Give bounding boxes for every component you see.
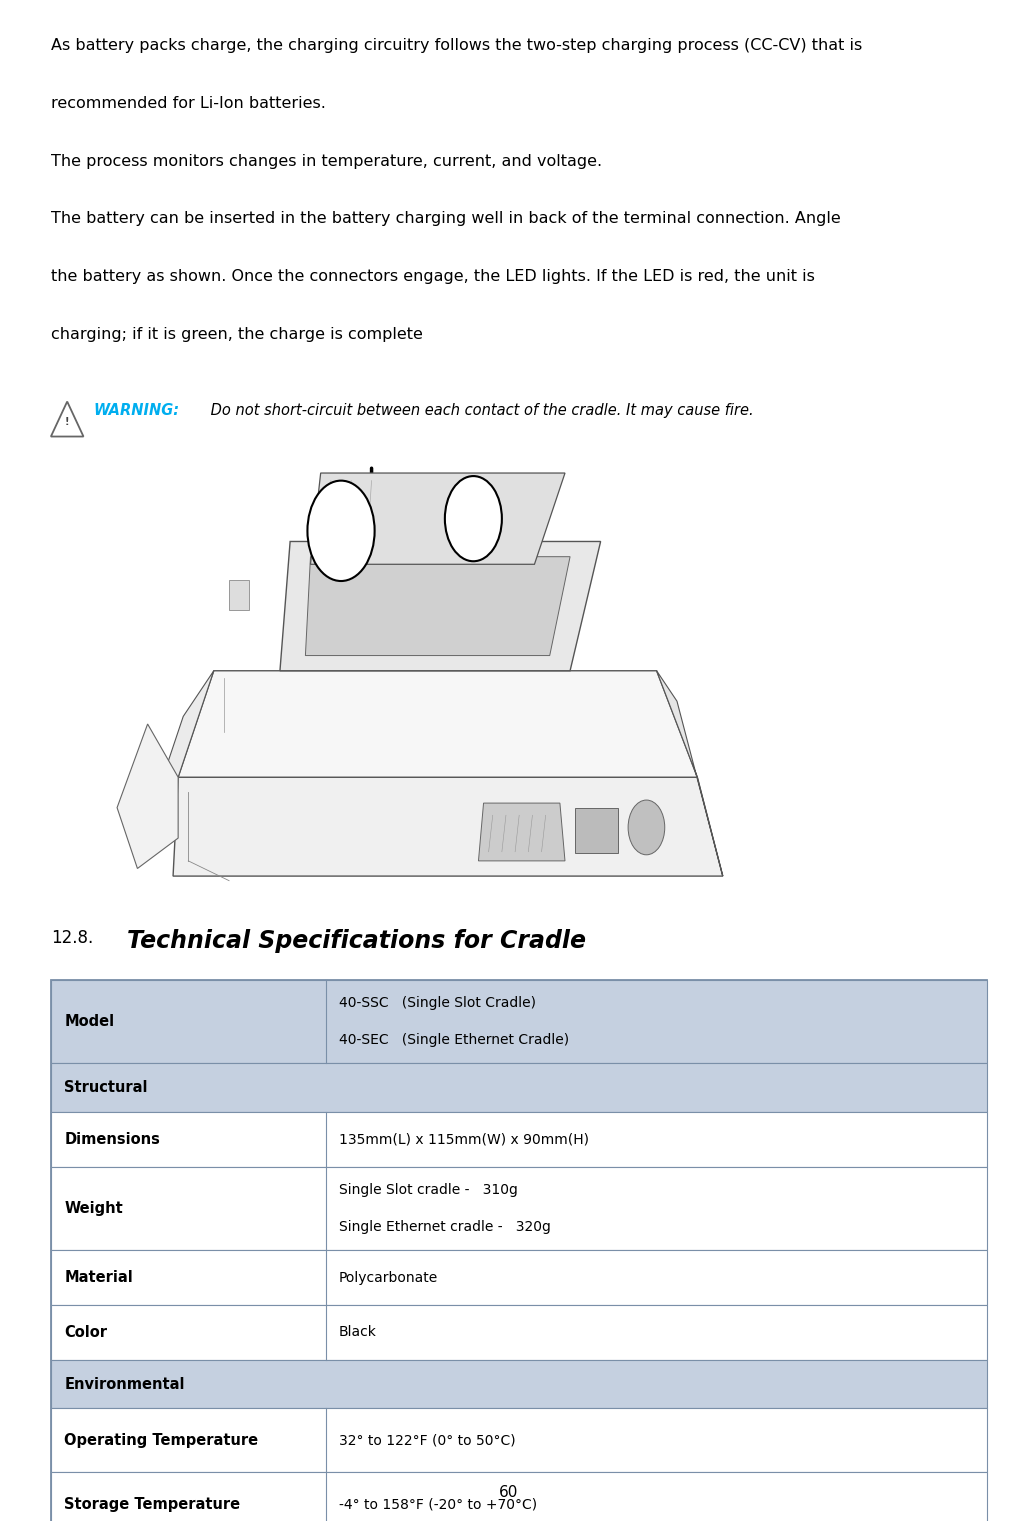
FancyBboxPatch shape: [51, 1167, 987, 1250]
Text: Color: Color: [64, 1325, 107, 1340]
Polygon shape: [478, 803, 565, 861]
Polygon shape: [229, 580, 249, 610]
Text: Weight: Weight: [64, 1202, 123, 1215]
Polygon shape: [305, 557, 570, 656]
FancyBboxPatch shape: [51, 1360, 987, 1408]
Text: Environmental: Environmental: [64, 1377, 184, 1392]
Circle shape: [307, 481, 375, 581]
FancyBboxPatch shape: [51, 980, 987, 1521]
Text: The process monitors changes in temperature, current, and voltage.: The process monitors changes in temperat…: [51, 154, 602, 169]
FancyBboxPatch shape: [51, 1112, 987, 1167]
Polygon shape: [173, 777, 723, 876]
Text: 40-SEC   (Single Ethernet Cradle): 40-SEC (Single Ethernet Cradle): [339, 1033, 569, 1046]
Text: 2: 2: [336, 523, 346, 538]
Text: Single Slot cradle -   310g: Single Slot cradle - 310g: [339, 1183, 518, 1197]
Polygon shape: [310, 473, 565, 564]
Text: WARNING:: WARNING:: [94, 403, 180, 418]
Text: Storage Temperature: Storage Temperature: [64, 1497, 240, 1512]
Text: !: !: [65, 417, 69, 427]
Text: Structural: Structural: [64, 1080, 148, 1095]
Text: Do not short-circuit between each contact of the cradle. It may cause fire.: Do not short-circuit between each contac…: [206, 403, 753, 418]
Text: Black: Black: [339, 1325, 377, 1340]
Circle shape: [445, 476, 502, 561]
Text: 135mm(L) x 115mm(W) x 90mm(H): 135mm(L) x 115mm(W) x 90mm(H): [339, 1132, 589, 1147]
Polygon shape: [178, 671, 697, 777]
Text: Operating Temperature: Operating Temperature: [64, 1433, 259, 1448]
Text: recommended for Li-Ion batteries.: recommended for Li-Ion batteries.: [51, 96, 326, 111]
FancyBboxPatch shape: [51, 980, 987, 1063]
FancyBboxPatch shape: [51, 1472, 987, 1521]
Text: Technical Specifications for Cradle: Technical Specifications for Cradle: [127, 929, 586, 954]
Text: As battery packs charge, the charging circuitry follows the two-step charging pr: As battery packs charge, the charging ci…: [51, 38, 862, 53]
Polygon shape: [280, 541, 601, 671]
Text: charging; if it is green, the charge is complete: charging; if it is green, the charge is …: [51, 327, 422, 342]
Text: Dimensions: Dimensions: [64, 1132, 160, 1147]
Text: 32° to 122°F (0° to 50°C): 32° to 122°F (0° to 50°C): [339, 1433, 516, 1448]
Text: The battery can be inserted in the battery charging well in back of the terminal: The battery can be inserted in the batte…: [51, 211, 841, 227]
Text: 1: 1: [469, 511, 477, 526]
Text: Single Ethernet cradle -   320g: Single Ethernet cradle - 320g: [339, 1220, 551, 1234]
FancyBboxPatch shape: [51, 1408, 987, 1472]
FancyBboxPatch shape: [51, 1250, 987, 1305]
Text: Polycarbonate: Polycarbonate: [339, 1270, 438, 1285]
Polygon shape: [148, 671, 214, 823]
Text: the battery as shown. Once the connectors engage, the LED lights. If the LED is : the battery as shown. Once the connector…: [51, 269, 814, 284]
Text: Material: Material: [64, 1270, 133, 1285]
FancyBboxPatch shape: [51, 1063, 987, 1112]
Text: -4° to 158°F (-20° to +70°C): -4° to 158°F (-20° to +70°C): [339, 1497, 538, 1512]
Polygon shape: [657, 671, 723, 876]
Text: 12.8.: 12.8.: [51, 929, 94, 948]
Text: 60: 60: [499, 1484, 519, 1500]
Polygon shape: [575, 808, 618, 853]
Polygon shape: [117, 724, 178, 868]
Text: Model: Model: [64, 1015, 114, 1028]
Circle shape: [628, 800, 665, 855]
Text: 40-SSC   (Single Slot Cradle): 40-SSC (Single Slot Cradle): [339, 996, 536, 1010]
FancyBboxPatch shape: [51, 1305, 987, 1360]
